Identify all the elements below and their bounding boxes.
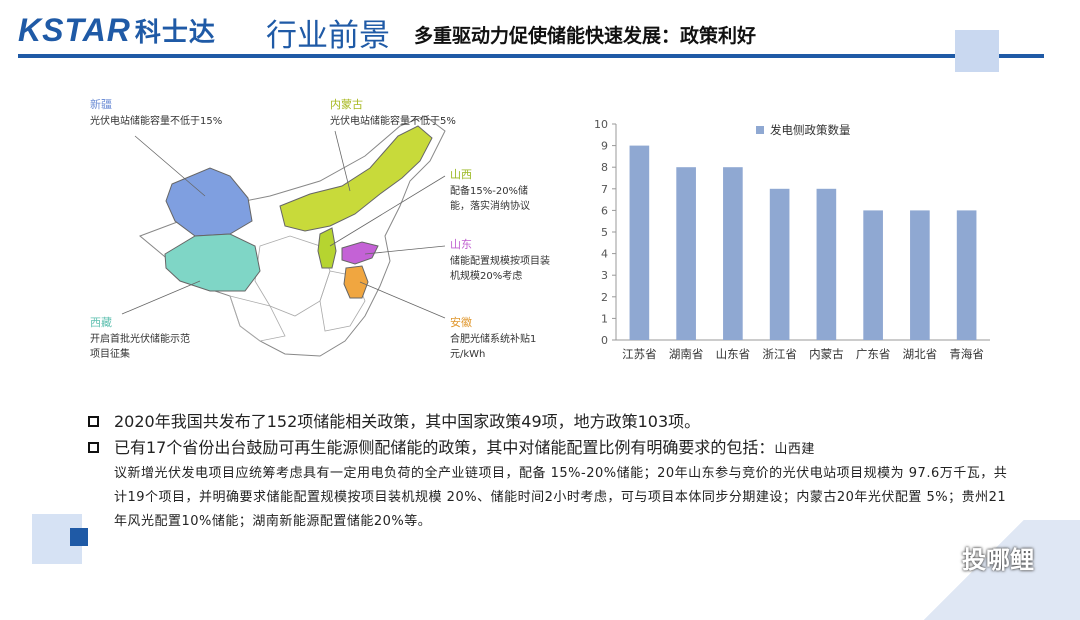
bar <box>676 167 696 340</box>
bar <box>723 167 743 340</box>
policy-count-chart: 0 1 2 3 4 5 6 7 8 9 10 江苏省 湖南省 山东省 浙江省 内蒙古 广东省 湖北省 青海省 发电侧政… <box>590 112 1000 372</box>
map-desc-neimenggu: 光伏电站储能容量不低于5% <box>330 116 456 127</box>
map-label-xizang: 西藏 <box>90 316 112 329</box>
logo-cn: 科士达 <box>134 17 216 47</box>
region-shanxi <box>317 227 337 269</box>
map-desc-xizang: 开启首批光伏储能示范项目征集 <box>90 334 190 360</box>
decorative-square <box>955 30 999 72</box>
watermark-text: 投哪鲤 <box>962 546 1034 574</box>
bullet-text-2-detail: 议新增光伏发电项目应统筹考虑具有一定用电负荷的全产业链项目，配备 15%-20%… <box>114 466 1008 529</box>
bar <box>956 210 977 340</box>
y-tick-label: 10 <box>594 118 608 131</box>
map-label-shandong: 山东 <box>450 238 472 251</box>
x-tick-label: 江苏省 <box>622 347 657 361</box>
legend-swatch <box>756 126 764 134</box>
bullet-item-1: 2020年我国共发布了152项储能相关政策，其中国家政策49项，地方政策103项… <box>88 410 1008 434</box>
wechat-icon <box>917 547 953 572</box>
map-desc-shandong: 储能配置规模按项目装机规模20%考虑 <box>450 256 550 282</box>
kstar-logo: KSTAR 科士达 <box>18 12 216 49</box>
region-xinjiang <box>165 167 253 237</box>
bullet-text-1: 2020年我国共发布了152项储能相关政策，其中国家政策49项，地方政策103项… <box>114 412 701 431</box>
x-tick-label: 青海省 <box>949 347 984 361</box>
china-map-graphic <box>121 115 446 357</box>
bullet-text-2-start: 山西建 <box>774 442 815 457</box>
legend-label: 发电侧政策数量 <box>770 123 851 137</box>
region-shandong <box>341 241 379 265</box>
logo-brand: KSTAR <box>18 12 131 48</box>
bar <box>629 145 650 340</box>
map-desc-shanxi: 配备15%-20%储能，落实消纳协议 <box>450 186 530 212</box>
slide-subtitle: 多重驱动力促使储能快速发展：政策利好 <box>414 25 757 47</box>
x-tick-label: 广东省 <box>856 347 891 361</box>
bar <box>863 210 883 340</box>
x-tick-label: 湖北省 <box>903 347 938 361</box>
bullet-square-icon <box>88 442 99 453</box>
section-title: 行业前景 <box>266 18 390 54</box>
y-tick-label: 1 <box>601 312 608 325</box>
bar <box>816 188 837 340</box>
map-desc-xinjiang: 光伏电站储能容量不低于15% <box>90 116 223 127</box>
map-label-shanxi: 山西 <box>450 168 472 181</box>
y-tick-label: 2 <box>601 291 608 304</box>
bar <box>910 210 930 340</box>
x-tick-label: 湖南省 <box>669 347 704 361</box>
header-divider <box>18 54 1044 58</box>
bar-chart-svg: 0 1 2 3 4 5 6 7 8 9 10 江苏省 湖南省 山东省 浙江省 内蒙古 广东省 湖北省 青海省 发电侧政… <box>594 118 990 361</box>
map-label-neimenggu: 内蒙古 <box>330 98 363 111</box>
bullet-square-icon <box>88 416 99 427</box>
map-label-anhui: 安徽 <box>450 316 472 329</box>
decorative-square-dark <box>70 528 88 546</box>
china-policy-map: 新疆 光伏电站储能容量不低于15% 内蒙古 光伏电站储能容量不低于5% 山西 配… <box>80 86 550 376</box>
region-anhui <box>343 265 369 299</box>
map-desc-anhui: 合肥光储系统补贴1元/kWh <box>450 334 537 360</box>
region-xizang <box>164 233 261 292</box>
y-tick-label: 7 <box>601 183 608 196</box>
region-neimenggu <box>279 125 433 232</box>
y-tick-label: 3 <box>601 269 608 282</box>
y-tick-label: 5 <box>601 226 608 239</box>
y-tick-label: 6 <box>601 204 608 217</box>
x-tick-label: 浙江省 <box>762 347 797 361</box>
map-label-xinjiang: 新疆 <box>90 98 112 111</box>
y-tick-label: 4 <box>601 248 608 261</box>
x-tick-label: 内蒙古 <box>809 347 844 361</box>
bullet-text-2-lead: 已有17个省份出台鼓励可再生能源侧配储能的政策，其中对储能配置比例有明确要求的包… <box>114 438 775 457</box>
y-tick-label: 0 <box>601 334 608 347</box>
y-tick-label: 8 <box>601 161 608 174</box>
y-tick-label: 9 <box>601 140 608 153</box>
bullet-list: 2020年我国共发布了152项储能相关政策，其中国家政策49项，地方政策103项… <box>88 410 1008 534</box>
x-tick-label: 山东省 <box>716 347 751 361</box>
decorative-corner <box>870 520 1080 620</box>
bar <box>769 188 790 340</box>
bullet-item-2: 已有17个省份出台鼓励可再生能源侧配储能的政策，其中对储能配置比例有明确要求的包… <box>88 436 1008 534</box>
